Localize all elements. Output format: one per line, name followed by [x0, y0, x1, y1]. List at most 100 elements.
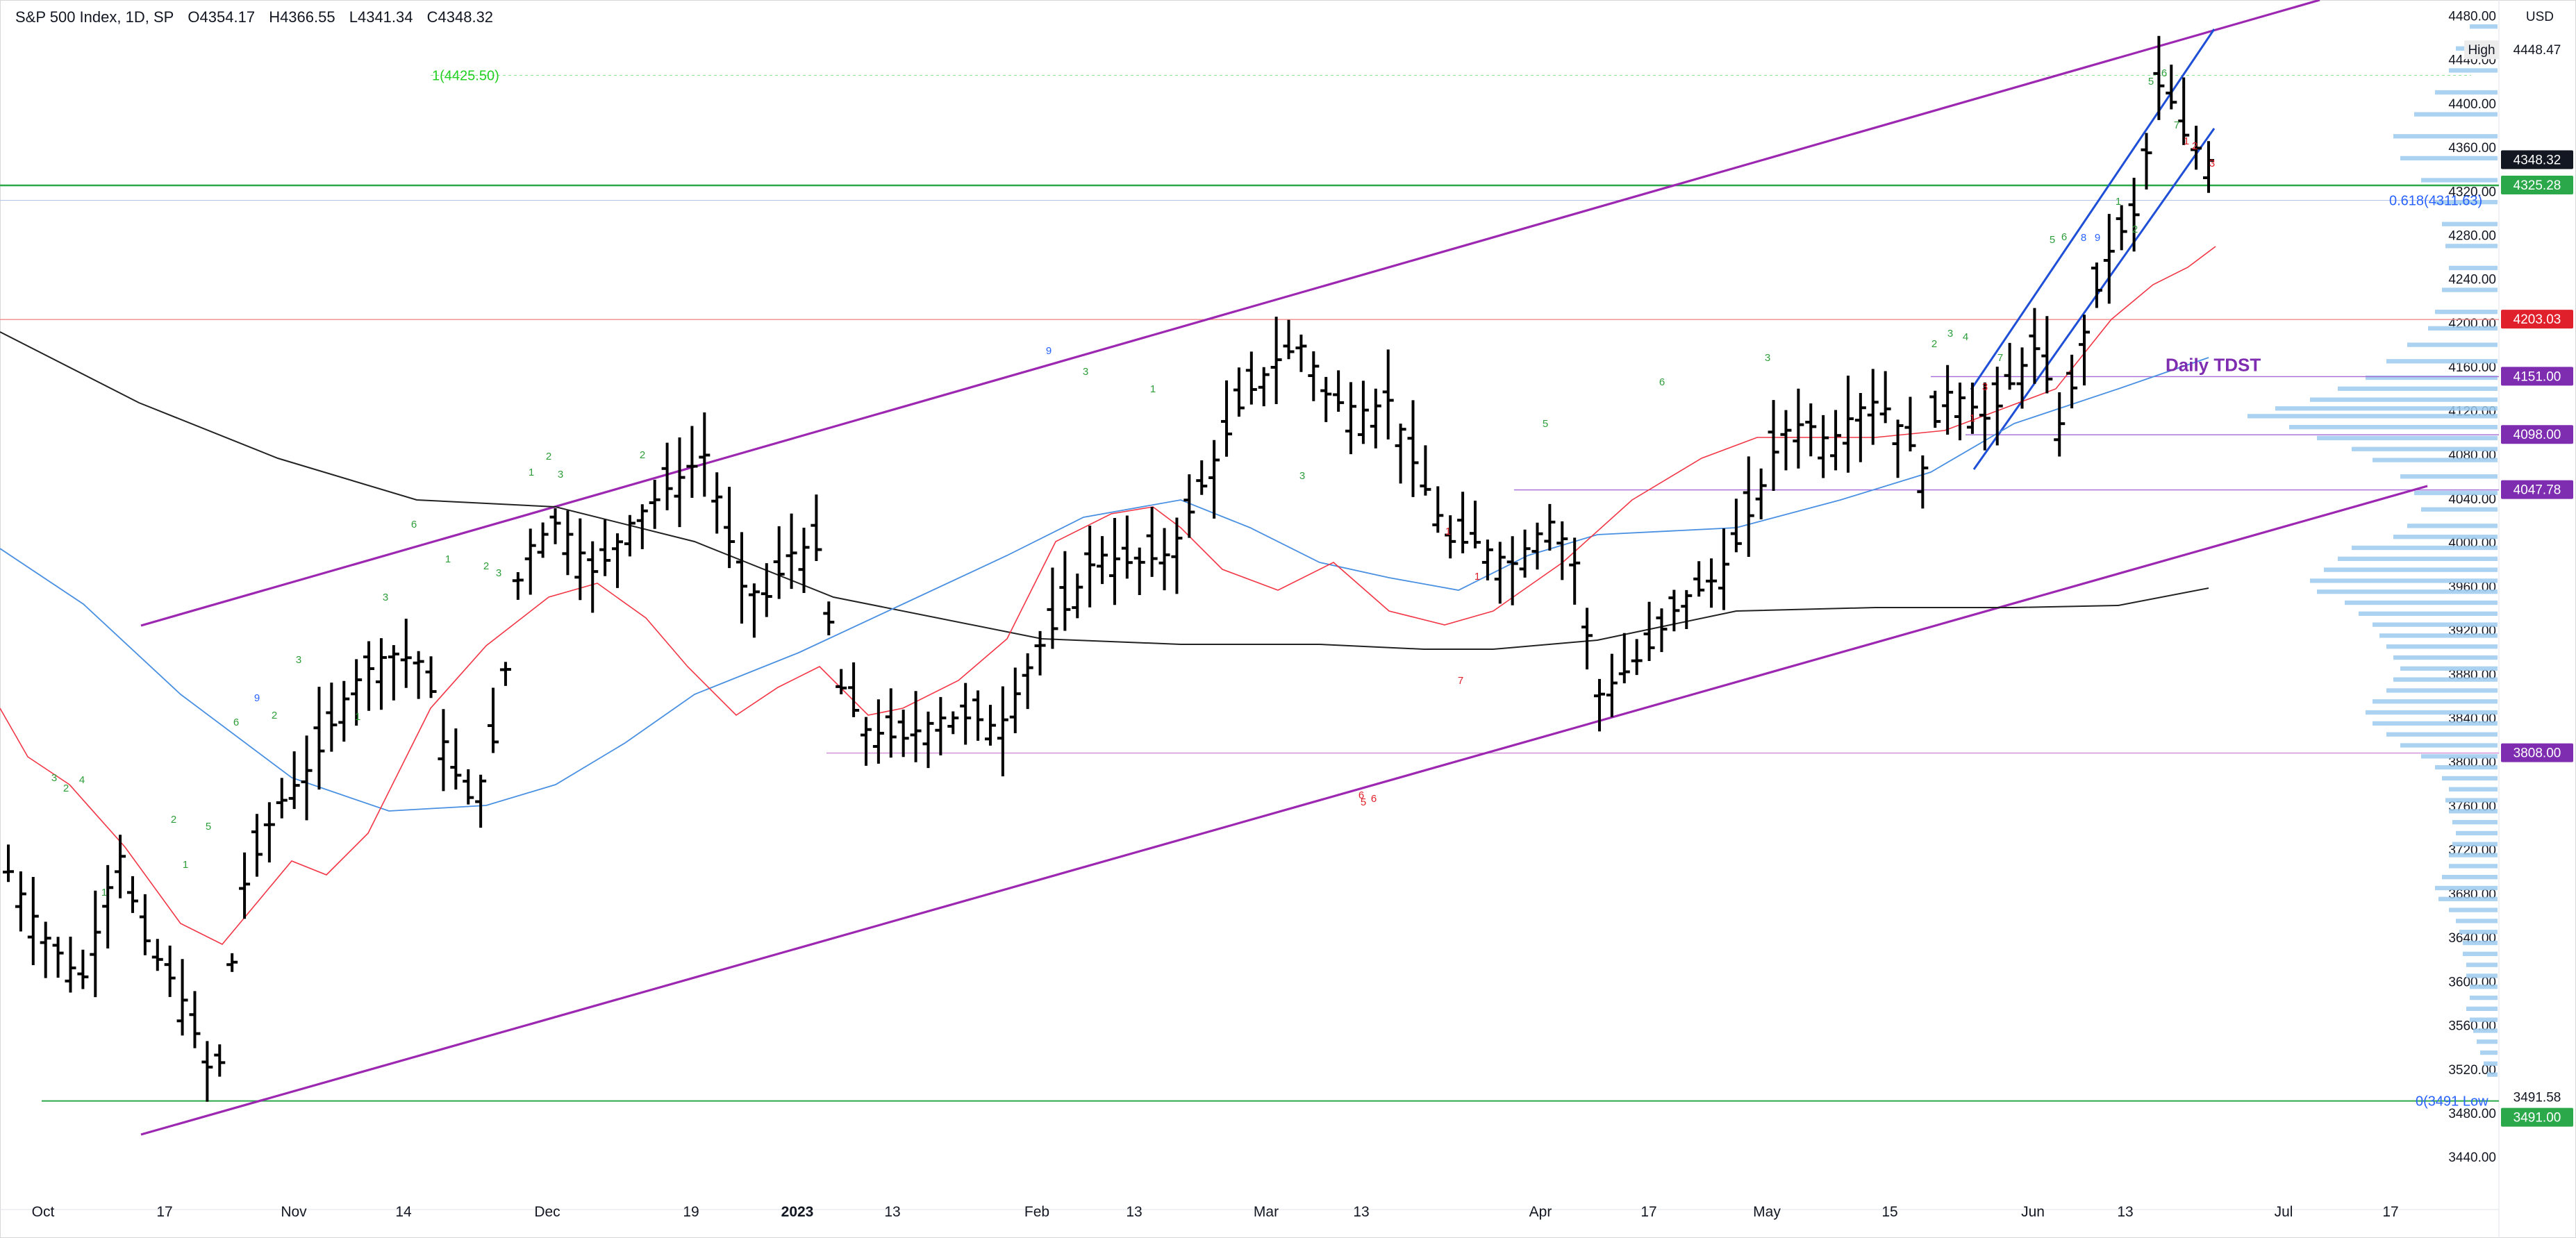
td-count-label: 3 — [2209, 158, 2215, 169]
td-count-label: 7 — [2174, 119, 2179, 131]
time-tick-label: Apr — [1529, 1204, 1552, 1220]
ohlc-bar — [699, 412, 711, 497]
price-tick-label: 4320.00 — [2448, 185, 2496, 199]
ohlc-bar — [2128, 178, 2140, 252]
td-count-label: 6 — [1659, 376, 1665, 388]
td-count-label: 2 — [171, 814, 176, 826]
ohlc-bar — [1991, 367, 2003, 446]
ohlc-bar — [1270, 317, 1282, 404]
ohlc-bar — [1681, 589, 1693, 630]
ohlc-bar — [351, 659, 363, 726]
volume-profile-bar — [2379, 633, 2498, 638]
volume-profile-bar — [2373, 622, 2498, 627]
ohlc-bar — [201, 1041, 213, 1102]
ohlc-bar — [1693, 561, 1705, 597]
ohlc-bar — [624, 515, 635, 557]
ohlc-bar — [488, 687, 499, 753]
price-badge-text: 4203.03 — [2513, 312, 2561, 327]
price-badge-bg — [2501, 310, 2573, 329]
ohlc-bar — [910, 691, 922, 762]
ohlc-bar — [1432, 486, 1444, 533]
ohlc-bar — [363, 641, 375, 711]
ohlc-bar — [1606, 653, 1618, 717]
volume-profile-bar — [2393, 535, 2498, 539]
td-count-label: 1 — [529, 467, 534, 478]
ohlc-bar — [90, 890, 101, 998]
ohlc-bar — [2191, 126, 2202, 170]
volume-profile-bar — [2400, 474, 2498, 479]
ohlc-bar — [1768, 400, 1779, 492]
td-count-label: 1 — [1150, 383, 1156, 395]
ohlc-bar — [872, 699, 884, 764]
td-count-label: 4 — [1963, 331, 1968, 343]
td-count-label: 6 — [233, 717, 239, 728]
time-tick-label: May — [1753, 1204, 1781, 1220]
td-count-label: 3 — [496, 567, 501, 579]
upper-channel-line — [140, 0, 2320, 627]
ohlc-bar — [1034, 630, 1046, 676]
level-label: Daily TDST — [2166, 354, 2261, 375]
ohlc-bar — [1395, 424, 1406, 484]
ma-200-line — [0, 331, 2209, 650]
price-tick-label: 3480.00 — [2448, 1107, 2496, 1121]
volume-profile-bar — [2442, 776, 2498, 781]
ohlc-bar — [1345, 382, 1357, 455]
volume-profile-bar — [2449, 907, 2498, 912]
ohlc-bar — [1569, 537, 1581, 605]
ohlc-bar — [1805, 403, 1817, 457]
volume-profile-bar — [2484, 1061, 2498, 1066]
symbol-header: S&P 500 Index, 1D, SP O4354.17 H4366.55 … — [15, 8, 503, 26]
price-tick-label: 3440.00 — [2448, 1151, 2496, 1165]
ohlc-bar — [2004, 342, 2016, 390]
td-count-label: 5 — [1543, 418, 1548, 430]
time-tick-label: Oct — [32, 1204, 55, 1220]
ohlc-bar — [686, 426, 698, 499]
price-badge-text: 3491.58 — [2513, 1091, 2561, 1105]
volume-profile-bar — [2386, 688, 2498, 693]
ohlc-bar — [214, 1044, 226, 1077]
ohlc-bar — [65, 936, 76, 993]
volume-profile-bar — [2463, 940, 2498, 946]
ohlc-bar — [1245, 351, 1257, 405]
ohlc-bar — [736, 532, 747, 624]
td-count-label: 2 — [1931, 338, 1937, 350]
td-count-label: 7 — [1997, 352, 2003, 364]
td-count-label: 3 — [296, 654, 301, 666]
ohlc-bar — [1420, 445, 1431, 496]
ohlc-bar — [1643, 601, 1655, 661]
volume-profile-bar — [2310, 578, 2498, 583]
td-count-label: 5 — [1361, 796, 1366, 808]
time-tick-label: 13 — [884, 1204, 900, 1220]
volume-profile-bar — [2366, 375, 2498, 380]
td-count-label: 3 — [558, 469, 563, 480]
ohlc-bar — [1258, 367, 1270, 407]
volume-profile-bar — [2414, 490, 2498, 496]
ohlc-bar — [1718, 528, 1729, 610]
ma-50-line — [0, 357, 2209, 812]
ohlc-bar — [960, 683, 972, 745]
symbol-title: S&P 500 Index, 1D, SP — [15, 8, 174, 26]
ohlc-bar — [574, 518, 586, 601]
ohlc-bar — [711, 472, 723, 534]
ohlc-bar — [724, 487, 736, 569]
level-label: 0.618(4311.63) — [2389, 194, 2482, 209]
low-value: L4341.34 — [349, 8, 413, 26]
ohlc-bar — [2116, 205, 2127, 251]
ohlc-bar — [811, 494, 822, 561]
volume-profile-bar — [2289, 424, 2498, 430]
ohlc-bar — [1556, 521, 1568, 580]
price-tick-label: 4280.00 — [2448, 229, 2496, 244]
price-badge-bg — [2501, 1107, 2573, 1127]
volume-profile-bar — [2414, 112, 2498, 117]
ohlc-bar — [338, 680, 350, 742]
ohlc-bar — [1942, 365, 1954, 435]
td-count-label: 9 — [1046, 345, 1052, 357]
time-tick-label: Nov — [281, 1204, 307, 1220]
ohlc-bar — [1382, 349, 1394, 440]
price-badge-bg — [2501, 367, 2573, 386]
td-count-label: 6 — [2161, 67, 2167, 79]
ohlc-bar — [115, 835, 126, 898]
ohlc-bar — [1780, 410, 1792, 471]
ohlc-bar — [1656, 608, 1668, 653]
